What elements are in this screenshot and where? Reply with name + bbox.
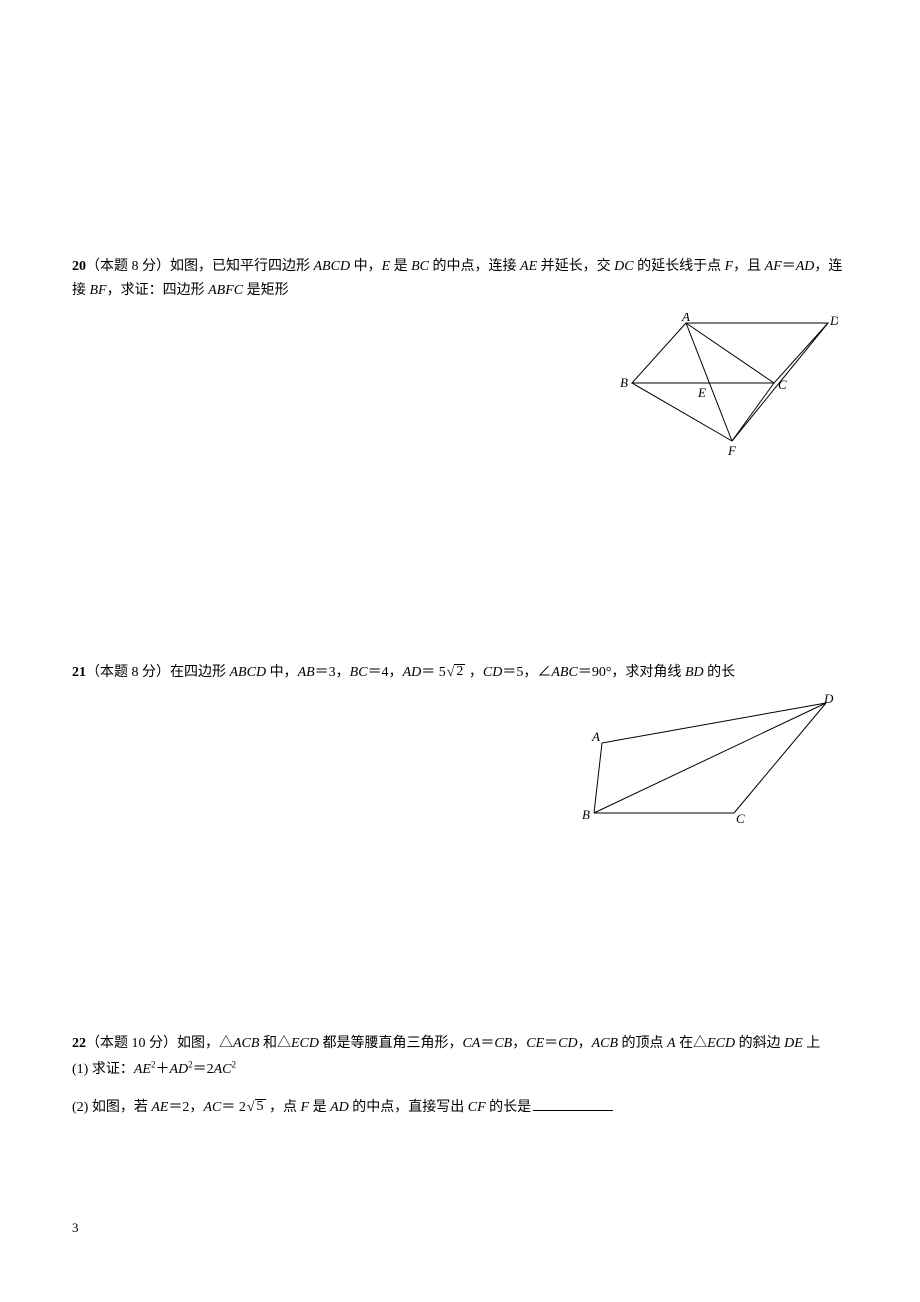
spacer bbox=[72, 471, 848, 661]
svg-text:C: C bbox=[778, 377, 787, 392]
problem-body: 如图，已知平行四边形 ABCD 中，E 是 BC 的中点，连接 AE 并延长，交… bbox=[72, 259, 842, 298]
figure-20-wrapper: A D B C E F bbox=[72, 313, 848, 472]
problem-points: （本题 10 分） bbox=[86, 1036, 177, 1051]
answer-blank[interactable] bbox=[533, 1096, 613, 1111]
svg-text:E: E bbox=[697, 385, 706, 400]
figure-21-wrapper: A B C D bbox=[72, 693, 848, 842]
svg-text:B: B bbox=[620, 375, 628, 390]
problem-body: 在四边形 ABCD 中，AB＝3，BC＝4，AD＝ 5√2 ，CD＝5，∠ABC… bbox=[170, 665, 735, 680]
problem-points: （本题 8 分） bbox=[86, 259, 170, 274]
svg-text:B: B bbox=[582, 807, 590, 822]
sub-body: 求证：AE2＋AD2＝2AC2 bbox=[92, 1062, 236, 1077]
sub-body: 如图，若 AE＝2，AC＝ 2√5 ，点 F 是 AD 的中点，直接写出 CF … bbox=[92, 1100, 531, 1115]
problem-number: 20 bbox=[72, 259, 86, 274]
problem-22: 22（本题 10 分）如图，△ACB 和△ECD 都是等腰直角三角形，CA＝CB… bbox=[72, 1032, 848, 1056]
svg-text:A: A bbox=[591, 729, 600, 744]
sub-label: (1) bbox=[72, 1062, 92, 1077]
problem-22-sub1: (1) 求证：AE2＋AD2＝2AC2 bbox=[72, 1058, 848, 1082]
problem-points: （本题 8 分） bbox=[86, 665, 170, 680]
spacer bbox=[72, 842, 848, 1032]
figure-21: A B C D bbox=[574, 693, 834, 833]
problem-22-sub2: (2) 如图，若 AE＝2，AC＝ 2√5 ，点 F 是 AD 的中点，直接写出… bbox=[72, 1096, 848, 1120]
problem-20: 20（本题 8 分）如图，已知平行四边形 ABCD 中，E 是 BC 的中点，连… bbox=[72, 255, 848, 303]
svg-text:D: D bbox=[829, 313, 838, 328]
problem-21: 21（本题 8 分）在四边形 ABCD 中，AB＝3，BC＝4，AD＝ 5√2 … bbox=[72, 661, 848, 685]
svg-text:C: C bbox=[736, 811, 745, 826]
problem-body: 如图，△ACB 和△ECD 都是等腰直角三角形，CA＝CB，CE＝CD，ACB … bbox=[177, 1036, 820, 1051]
svg-text:F: F bbox=[727, 443, 737, 458]
problem-number: 21 bbox=[72, 665, 86, 680]
svg-text:D: D bbox=[823, 693, 834, 706]
svg-text:A: A bbox=[681, 313, 690, 324]
page-number: 3 bbox=[72, 1217, 79, 1239]
figure-20: A D B C E F bbox=[614, 313, 838, 463]
sub-label: (2) bbox=[72, 1100, 92, 1115]
problem-number: 22 bbox=[72, 1036, 86, 1051]
